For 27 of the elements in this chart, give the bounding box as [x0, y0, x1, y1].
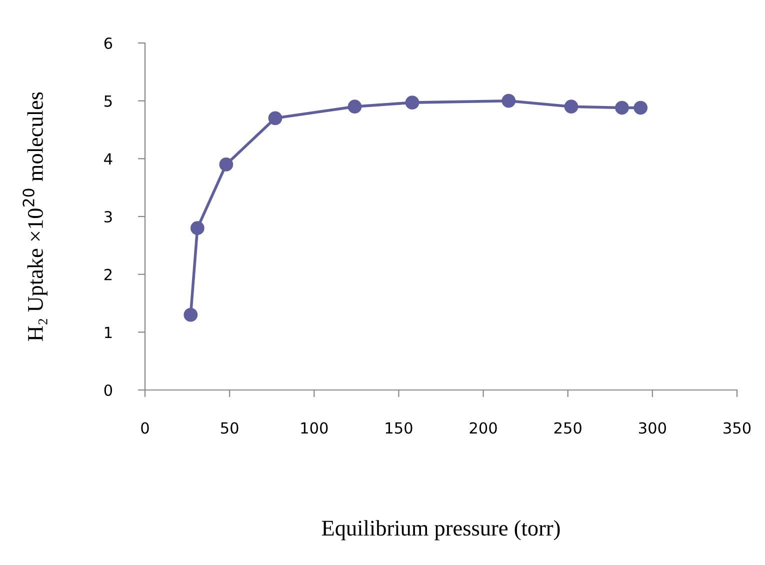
point — [219, 158, 234, 172]
point — [268, 111, 282, 126]
point — [348, 100, 362, 114]
x-tick-label: 250 — [554, 422, 582, 434]
point — [405, 96, 420, 110]
y-tick-label: 4 — [104, 153, 112, 164]
x-tick-label: 50 — [221, 422, 238, 434]
x-tick-label: 100 — [301, 422, 328, 434]
y-tick-label: 6 — [104, 37, 112, 50]
point — [634, 100, 648, 115]
y-tick-label: 2 — [104, 268, 112, 280]
x-tick-label: 350 — [724, 422, 751, 434]
point — [502, 94, 516, 108]
x-tick-label: 300 — [639, 422, 666, 434]
y-tick-label: 1 — [105, 326, 112, 338]
point — [564, 100, 578, 114]
x-tick-label: 0 — [141, 422, 149, 434]
x-tick-label: 150 — [386, 422, 412, 434]
x-axis-title: Equilibrium pressure (torr) — [322, 520, 560, 540]
x-tick-label: 200 — [470, 422, 497, 434]
y-tick-label: 5 — [104, 96, 112, 107]
y-axis-title: H₂ Uptake ×10$^{20}$ molecules — [22, 92, 48, 341]
point — [190, 221, 204, 236]
y-tick-label: 0 — [104, 384, 112, 396]
point — [184, 308, 198, 322]
y-tick-label: 3 — [104, 210, 112, 223]
point — [615, 100, 629, 115]
